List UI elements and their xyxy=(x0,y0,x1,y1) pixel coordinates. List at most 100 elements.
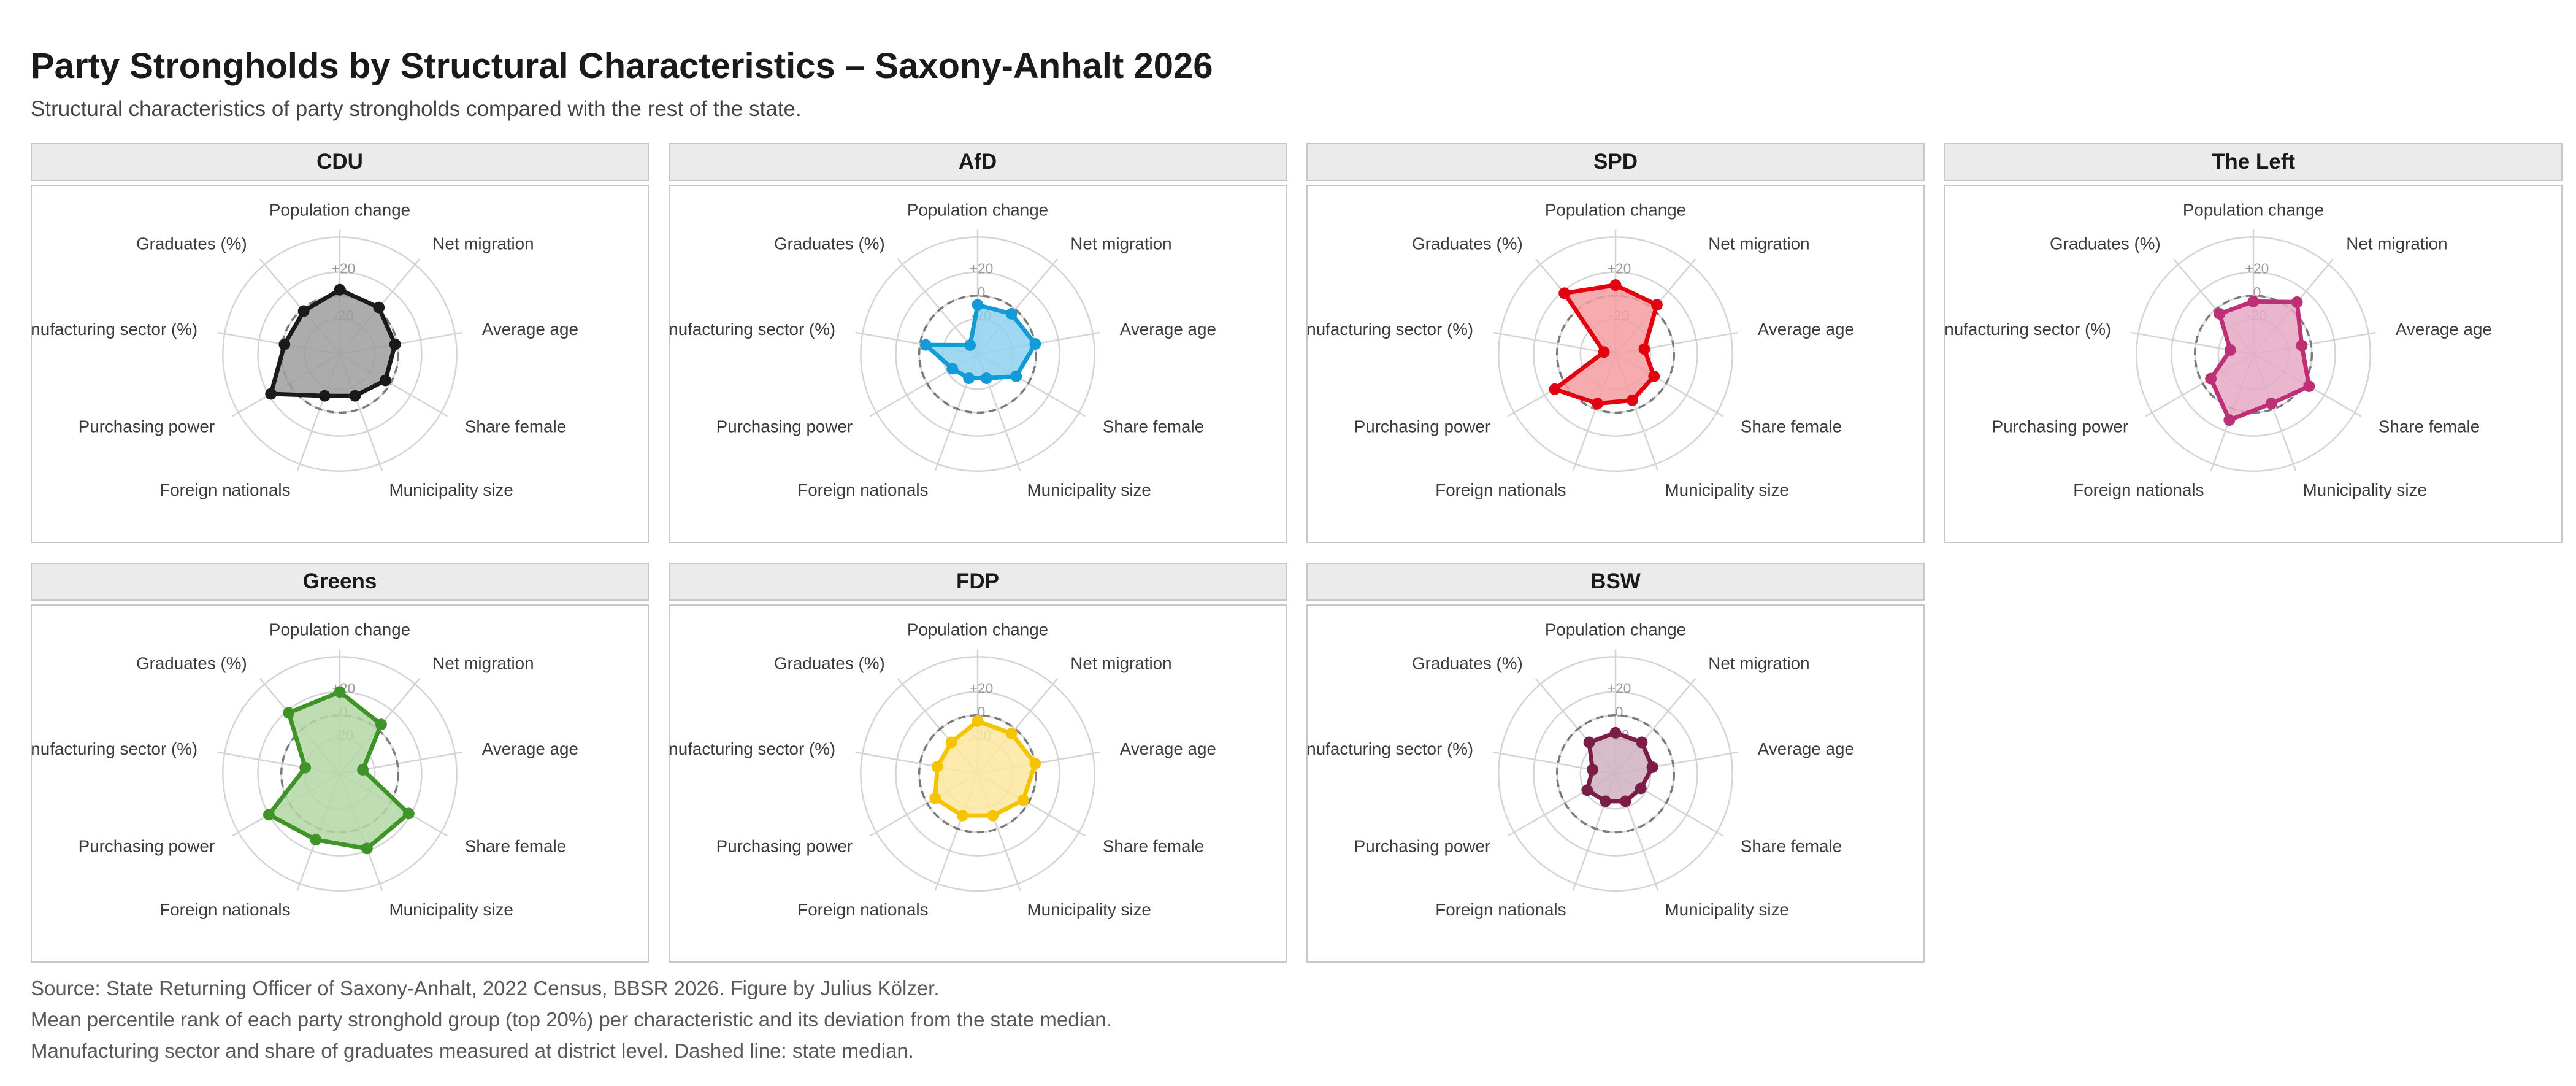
axis-label-net-migration: Net migration xyxy=(2346,234,2447,253)
ring-label: 0 xyxy=(978,284,986,300)
data-point-manufacturing-sector xyxy=(2225,344,2236,356)
ring-label: 0 xyxy=(2253,284,2261,300)
data-point-average-age xyxy=(1029,758,1041,769)
data-point-foreign-nationals xyxy=(963,372,975,384)
axis-label-share-female: Share female xyxy=(1741,417,1842,436)
series-polygon xyxy=(2209,299,2312,423)
data-point-population-change xyxy=(334,686,346,698)
axis-label-population-change: Population change xyxy=(1545,201,1686,220)
data-point-foreign-nationals xyxy=(1600,795,1612,807)
data-point-population-change xyxy=(972,299,984,311)
data-point-net-migration xyxy=(1636,736,1648,749)
axis-label-municipality-size: Municipality size xyxy=(1027,480,1151,499)
axis-label-foreign-nationals: Foreign nationals xyxy=(2073,480,2204,499)
data-point-manufacturing-sector xyxy=(931,761,943,772)
data-point-manufacturing-sector xyxy=(920,339,932,351)
axis-label-manufacturing-sector: Manufacturing sector (%) xyxy=(32,739,197,758)
axis-label-net-migration: Net migration xyxy=(1708,234,1809,253)
data-point-purchasing-power xyxy=(265,388,277,400)
axis-label-share-female: Share female xyxy=(1103,417,1204,436)
axis-label-manufacturing-sector: Manufacturing sector (%) xyxy=(670,739,835,758)
panel-title: The Left xyxy=(1944,143,2563,181)
ring-label: +20 xyxy=(970,680,994,696)
axis-label-graduates: Graduates (%) xyxy=(2050,234,2161,253)
data-point-manufacturing-sector xyxy=(299,761,312,774)
data-point-net-migration xyxy=(1005,307,1018,320)
data-point-net-migration xyxy=(1650,299,1663,311)
axis-label-purchasing-power: Purchasing power xyxy=(716,417,853,436)
axis-label-foreign-nationals: Foreign nationals xyxy=(1435,480,1566,499)
axis-label-graduates: Graduates (%) xyxy=(136,234,247,253)
data-point-manufacturing-sector xyxy=(1598,346,1610,358)
data-point-purchasing-power xyxy=(929,792,941,804)
axis-label-purchasing-power: Purchasing power xyxy=(79,837,215,856)
ring-label: +20 xyxy=(1608,261,1631,277)
data-point-foreign-nationals xyxy=(2223,414,2236,426)
ring-label: +20 xyxy=(970,261,994,277)
data-point-foreign-nationals xyxy=(310,834,322,846)
data-point-net-migration xyxy=(373,301,385,314)
axis-label-foreign-nationals: Foreign nationals xyxy=(797,480,928,499)
data-point-population-change xyxy=(1609,726,1622,739)
panel-title: BSW xyxy=(1306,563,1925,601)
data-point-graduates xyxy=(283,707,295,719)
data-point-graduates xyxy=(1583,736,1595,749)
axis-label-municipality-size: Municipality size xyxy=(2303,480,2427,499)
axis-label-population-change: Population change xyxy=(907,201,1048,220)
axis-label-net-migration: Net migration xyxy=(432,234,534,253)
state-median-line xyxy=(918,714,1038,834)
axis-label-manufacturing-sector: Manufacturing sector (%) xyxy=(1945,320,2111,339)
data-point-foreign-nationals xyxy=(956,809,968,822)
ring-label: +20 xyxy=(332,261,356,277)
data-point-share-female xyxy=(1010,370,1022,382)
ring-label: +20 xyxy=(2245,261,2269,277)
ring-label: 0 xyxy=(978,704,986,720)
axis-label-average-age: Average age xyxy=(1758,739,1854,758)
caption-method: Mean percentile rank of each party stron… xyxy=(31,1008,1112,1031)
data-point-graduates xyxy=(964,339,976,351)
data-point-share-female xyxy=(1017,794,1029,806)
panel-title: AfD xyxy=(669,143,1287,181)
axis-label-net-migration: Net migration xyxy=(1070,234,1171,253)
axis-label-population-change: Population change xyxy=(907,620,1048,639)
data-point-purchasing-power xyxy=(2205,372,2217,385)
data-point-manufacturing-sector xyxy=(1587,764,1598,776)
data-point-net-migration xyxy=(375,718,387,731)
data-point-foreign-nationals xyxy=(1592,398,1604,410)
axis-label-graduates: Graduates (%) xyxy=(1412,234,1523,253)
axis-label-population-change: Population change xyxy=(1545,620,1686,639)
data-point-municipality-size xyxy=(2265,398,2277,410)
data-point-average-age xyxy=(357,764,369,776)
data-point-graduates xyxy=(1558,287,1571,299)
data-point-average-age xyxy=(1646,761,1658,773)
ring-label: +20 xyxy=(1608,680,1631,696)
data-point-share-female xyxy=(2303,380,2315,392)
data-point-purchasing-power xyxy=(946,363,959,375)
data-point-manufacturing-sector xyxy=(278,338,291,350)
panel-title: CDU xyxy=(31,143,649,181)
axis-label-average-age: Average age xyxy=(1758,320,1854,339)
data-point-population-change xyxy=(972,715,984,727)
data-point-population-change xyxy=(334,283,346,296)
data-point-population-change xyxy=(1609,279,1622,291)
data-point-graduates xyxy=(945,736,957,749)
axis-label-average-age: Average age xyxy=(482,320,578,339)
axis-label-population-change: Population change xyxy=(269,201,410,220)
panel-title: Greens xyxy=(31,563,649,601)
data-point-municipality-size xyxy=(1626,394,1638,406)
axis-label-share-female: Share female xyxy=(465,417,566,436)
data-point-purchasing-power xyxy=(263,809,275,821)
state-median-line xyxy=(1555,714,1676,834)
axis-label-municipality-size: Municipality size xyxy=(389,900,513,919)
